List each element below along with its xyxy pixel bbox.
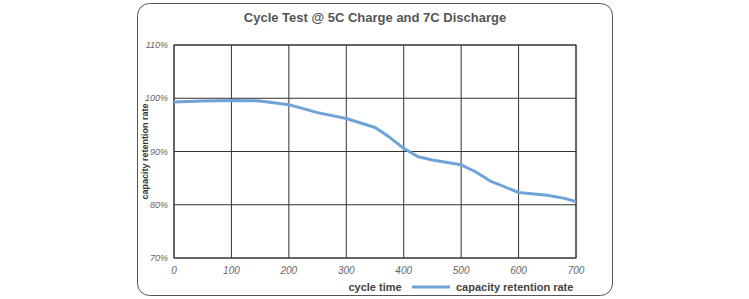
x-axis-label: cycle time: [348, 281, 401, 293]
plot-frame: [174, 45, 576, 258]
y-tick-label: 70%: [150, 253, 168, 263]
legend-label: capacity retention rate: [456, 281, 573, 293]
outer-frame: [138, 4, 613, 296]
y-grid-line: [174, 204, 576, 205]
x-tick-label: 200: [280, 265, 298, 276]
grid: [174, 45, 576, 258]
y-tick-label: 80%: [150, 200, 168, 210]
x-tick-label: 300: [338, 265, 355, 276]
y-tick-label: 100%: [145, 93, 168, 103]
legend-swatch: [412, 286, 450, 289]
y-tick-label: 90%: [150, 147, 168, 157]
x-tick-label: 0: [171, 265, 177, 276]
title: Cycle Test @ 5C Charge and 7C Discharge: [244, 10, 506, 25]
x-tick-label: 500: [453, 265, 470, 276]
y-axis-label: capacity retention rate: [140, 103, 150, 199]
series-line: [174, 100, 576, 201]
x-tick-label: 400: [395, 265, 412, 276]
chart-root: Cycle Test @ 5C Charge and 7C Discharge 7…: [0, 0, 749, 299]
y-grid-line: [174, 98, 576, 99]
y-tick-label: 110%: [146, 40, 168, 50]
series-group: [174, 100, 576, 201]
legend: capacity retention rate: [412, 281, 573, 293]
y-grid-line: [174, 151, 576, 152]
x-tick-label: 600: [510, 265, 527, 276]
x-tick-label: 700: [568, 265, 585, 276]
x-tick-label: 100: [223, 265, 240, 276]
